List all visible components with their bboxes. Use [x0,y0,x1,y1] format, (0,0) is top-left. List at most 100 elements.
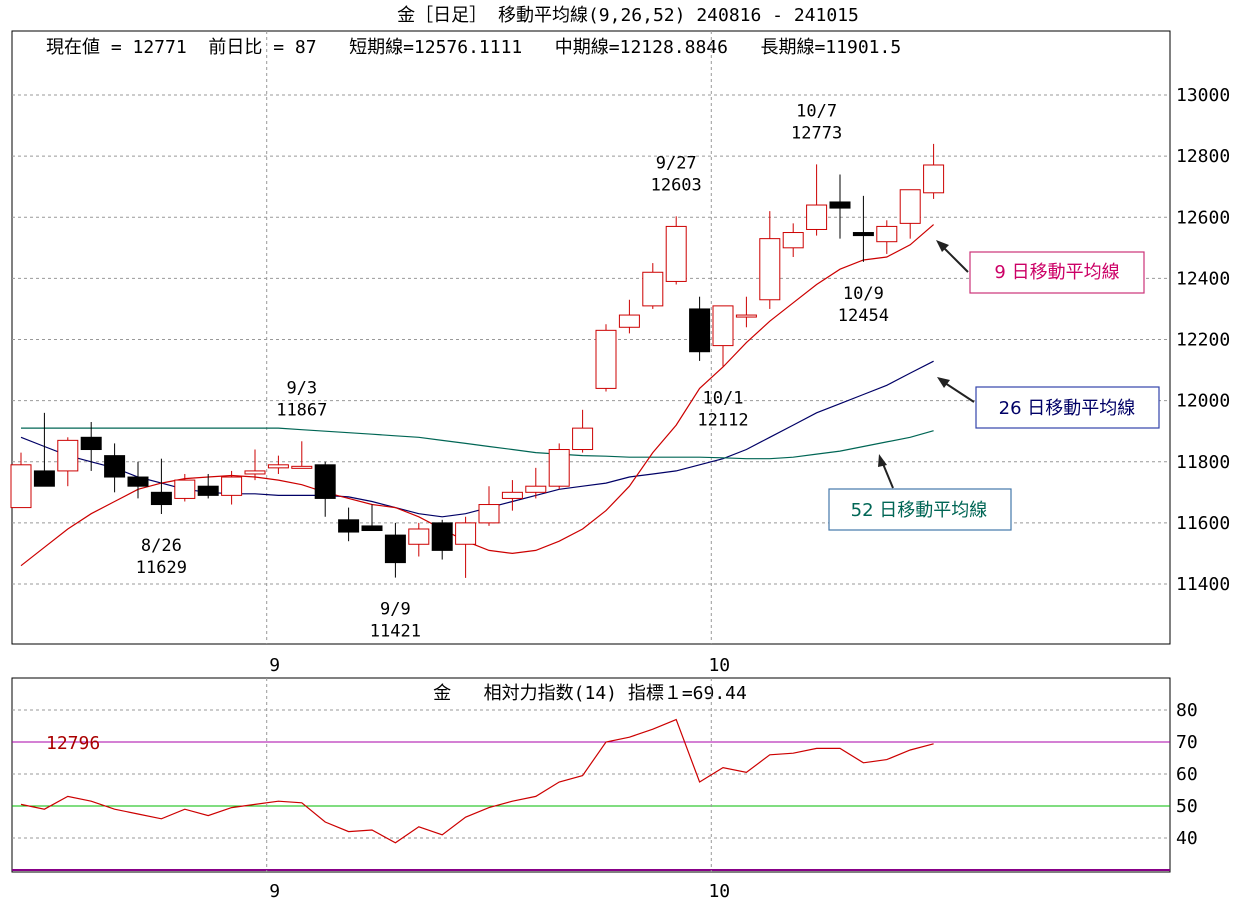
y-tick-label: 80 [1176,700,1198,721]
main-x-axis: 9 10 [269,655,730,676]
y-tick-label: 60 [1176,764,1198,785]
candle [267,455,289,474]
x-tick-label: 9 [269,655,280,676]
rsi-price-label: 12796 [46,733,100,754]
candle-body [80,436,102,451]
candle-body [618,314,640,328]
legend-ma26-label: 26 日移動平均線 [999,398,1136,419]
arrow-ma9-head [936,240,949,252]
candle-body [689,308,711,353]
candle [829,174,851,239]
annotation-date: 8/26 [141,536,182,556]
candle-body [478,504,500,524]
y-tick-label: 12000 [1176,391,1230,412]
candle [923,143,945,199]
candle [899,189,921,239]
rsi-panel [11,677,1171,873]
annotation-date: 10/9 [843,284,884,304]
candle [338,507,360,542]
rsi-x-axis: 9 10 [269,881,730,902]
candle-body [150,491,172,506]
candle-body [572,427,594,451]
candle-body [127,476,149,487]
y-tick-label: 12600 [1176,207,1230,228]
candle [291,441,313,469]
candle [244,449,266,481]
annotation-value: 11867 [276,400,327,420]
arrow-ma26-head [937,377,950,388]
annotation-value: 12773 [791,123,842,143]
candle [782,223,804,257]
candle-body [665,225,687,282]
y-tick-label: 12800 [1176,146,1230,167]
candle-body [899,189,921,224]
y-tick-label: 50 [1176,796,1198,817]
candle-body [759,238,781,301]
candle [759,211,781,309]
candle [104,443,126,493]
y-tick-label: 11800 [1176,452,1230,473]
candle [361,504,383,532]
candle [57,437,79,487]
candle [572,409,594,453]
candle [127,461,149,499]
candle [852,195,874,262]
candle [642,263,664,309]
candle-body [712,305,734,347]
candle [876,220,898,254]
candle [10,452,32,509]
candle-body [829,201,851,209]
legend-ma52: 52 日移動平均線 [828,488,1012,531]
y-tick-label: 12200 [1176,330,1230,351]
candle-body [197,485,219,496]
info-line: 現在値 = 12771 前日比 = 87 短期線=12576.1111 中期線=… [46,37,901,58]
candle [384,522,406,578]
candle-body [338,519,360,533]
candle-body [384,534,406,564]
candle [174,473,196,502]
candle-body [876,225,898,243]
annotation-date: 10/1 [703,388,744,408]
candles [10,143,945,578]
candle-body [431,522,453,551]
candle-body [33,470,55,487]
candle [33,412,55,487]
candle [197,473,219,499]
candle-body [595,329,617,389]
candle-body [525,485,547,493]
annotation-value: 11421 [370,622,421,642]
candle [595,324,617,392]
rsi-title: 金 相対力指数(14) 指標１=69.44 [433,683,747,704]
legend-ma9-box [969,251,1145,294]
annotation-date: 10/7 [796,101,837,121]
legend-ma9-label: 9 日移動平均線 [994,262,1119,283]
annotation-value: 12454 [838,306,889,326]
candle-body [267,464,289,469]
candle [431,519,453,560]
rsi-y-axis: 40 50 60 70 80 [1176,700,1198,849]
candle [735,296,757,328]
candle [478,486,500,526]
x-tick-label: 10 [708,655,730,676]
candle-body [10,464,32,509]
y-tick-label: 70 [1176,732,1198,753]
annotation-date: 9/27 [656,153,697,173]
candle-body [174,479,196,499]
candle-body [782,232,804,249]
candle [408,522,430,557]
candle [221,470,243,505]
main-grid [12,31,1170,644]
legend-ma26: 26 日移動平均線 [975,386,1160,429]
x-tick-label: 9 [269,881,280,902]
main-panel [11,30,1171,645]
y-tick-label: 40 [1176,828,1198,849]
arrow-ma52-head [878,454,887,467]
legend-ma52-box [828,488,1012,531]
candle [548,443,570,490]
candle-body [548,449,570,487]
main-y-axis: 11400 11600 11800 12000 12200 12400 12600 12800… [1176,85,1230,595]
ma9-line [20,224,934,567]
moving-average-lines [20,224,934,567]
arrow-ma26 [941,380,975,403]
candle [665,216,687,285]
